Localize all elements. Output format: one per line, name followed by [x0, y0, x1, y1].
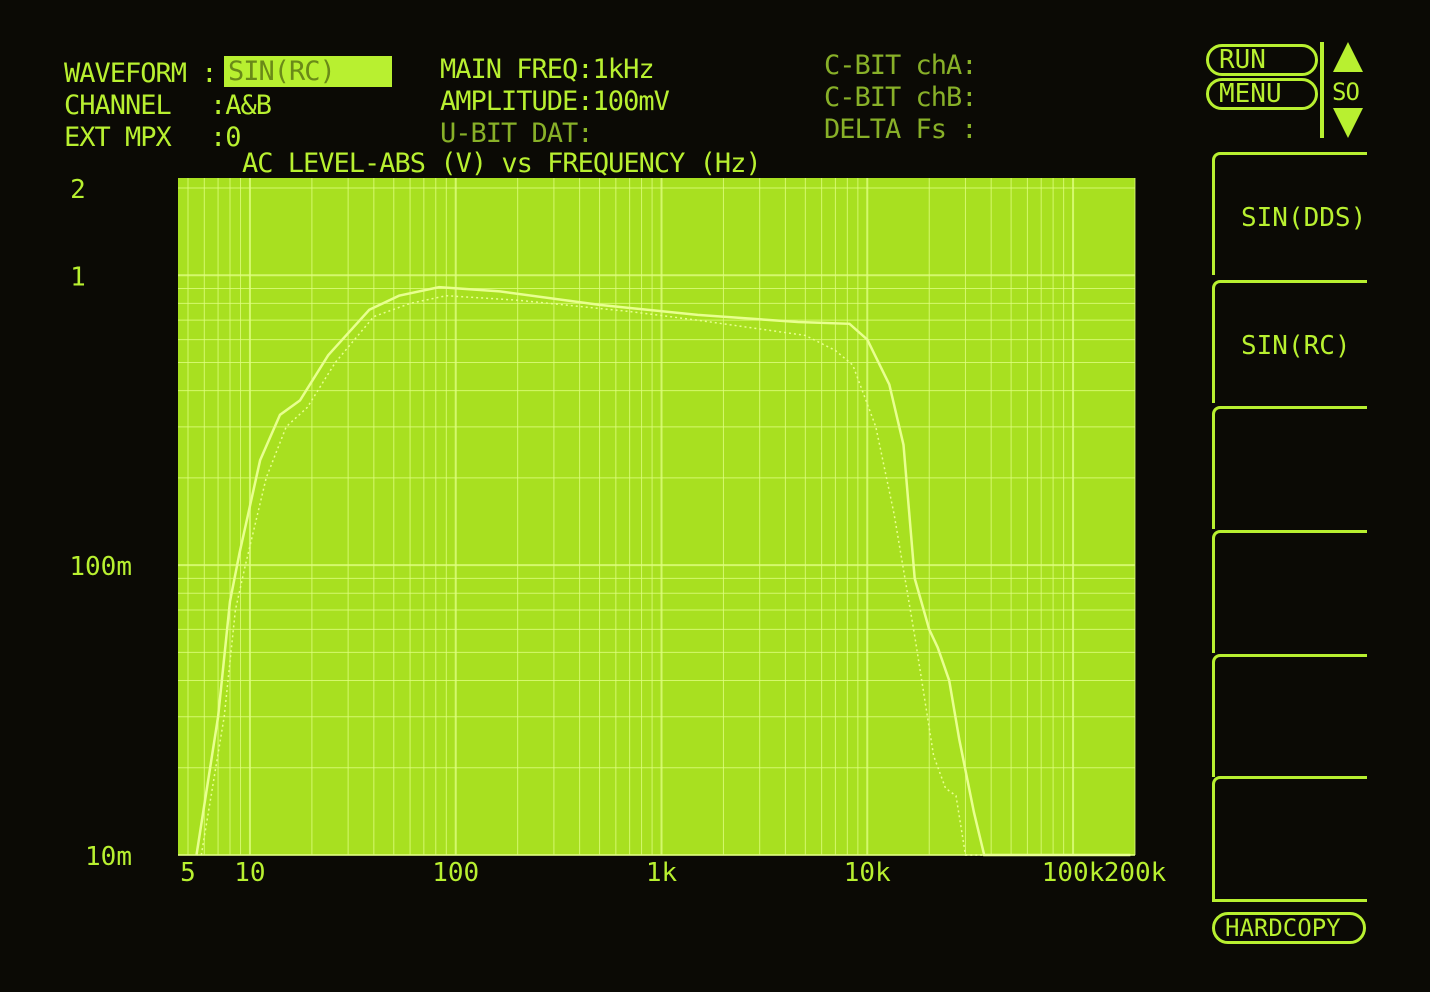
- y-tick-label: 1: [70, 262, 86, 292]
- channel-label: CHANNEL: [64, 90, 172, 121]
- ext-mpx-value: :0: [210, 122, 242, 153]
- waveform-value[interactable]: SIN(RC): [224, 56, 392, 87]
- cbit-chb: C-BIT chB:: [824, 82, 978, 113]
- x-tick-label: 200k: [1104, 858, 1167, 888]
- x-tick-label: 10: [234, 858, 265, 888]
- y-tick-label: 2: [70, 175, 86, 205]
- x-tick-label: 10k: [844, 858, 891, 888]
- series-line-1: [195, 285, 1131, 857]
- x-tick-label: 100: [432, 858, 479, 888]
- y-tick-label: 10m: [85, 842, 132, 872]
- softkey-6[interactable]: [1212, 776, 1367, 902]
- divider: [1320, 42, 1324, 138]
- softkey-4[interactable]: [1212, 530, 1367, 653]
- cbit-cha: C-BIT chA:: [824, 50, 978, 81]
- main-freq: MAIN FREQ:1kHz: [440, 54, 655, 85]
- arrow-up-icon[interactable]: [1333, 42, 1363, 72]
- softkey-1[interactable]: SIN(DDS): [1212, 152, 1367, 275]
- delta-fs: DELTA Fs :: [824, 114, 978, 145]
- ext-mpx-label: EXT MPX: [64, 122, 172, 153]
- menu-button[interactable]: MENU: [1206, 78, 1318, 110]
- softkey-5[interactable]: [1212, 654, 1367, 777]
- softkey-2[interactable]: SIN(RC): [1212, 280, 1367, 403]
- x-tick-label: 100k: [1042, 858, 1105, 888]
- chart-title: AC LEVEL-ABS (V) vs FREQUENCY (Hz): [242, 148, 762, 179]
- ubit-dat: U-BIT DAT:: [440, 118, 594, 149]
- run-button[interactable]: RUN: [1206, 44, 1318, 76]
- hardcopy-button[interactable]: HARDCOPY: [1212, 912, 1366, 944]
- y-tick-label: 100m: [69, 552, 132, 582]
- arrow-down-icon[interactable]: [1333, 108, 1363, 138]
- x-tick-label: 1k: [646, 858, 678, 888]
- plot-area: [178, 178, 1135, 855]
- waveform-label: WAVEFORM :: [64, 58, 218, 89]
- channel-value: :A&B: [210, 90, 272, 121]
- x-tick-label: 5: [180, 858, 196, 888]
- so-label: SO: [1332, 78, 1360, 106]
- softkey-3[interactable]: [1212, 406, 1367, 529]
- amplitude: AMPLITUDE:100mV: [440, 86, 670, 117]
